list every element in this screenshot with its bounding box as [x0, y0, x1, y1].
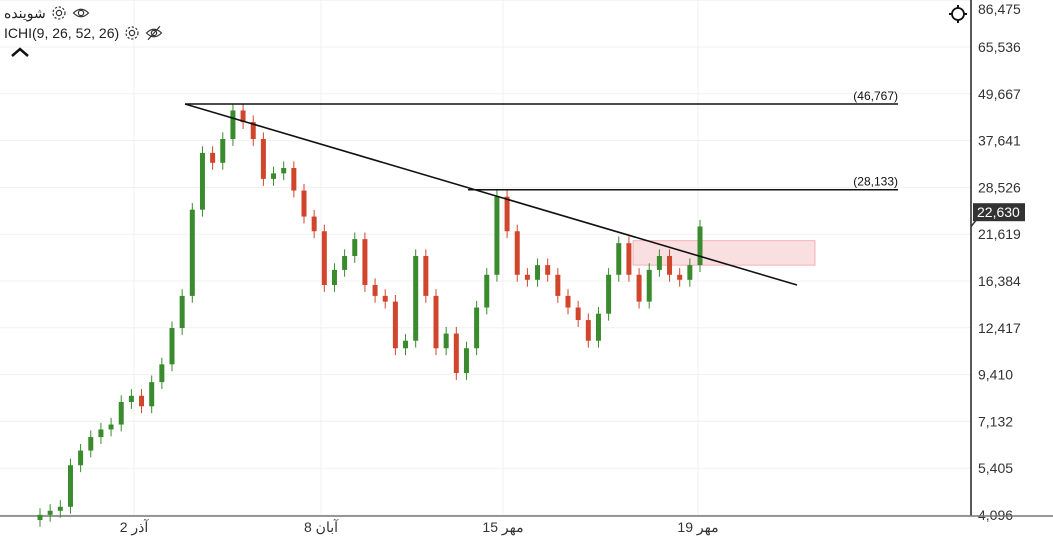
indicator-name: ICHI(9, 26, 52, 26) [4, 25, 120, 41]
indicator-legend: ICHI(9, 26, 52, 26) [4, 24, 163, 42]
candle-body [352, 239, 358, 256]
candle-body [108, 424, 114, 430]
candle-body [616, 243, 622, 275]
candle-body [47, 510, 53, 515]
candle-body [220, 138, 226, 163]
candle-body [37, 514, 43, 520]
y-tick-label: 28,526 [978, 179, 1021, 195]
series-legend: شوینده [4, 4, 90, 22]
candle-body [392, 301, 398, 349]
candle-body [382, 295, 388, 302]
y-tick-label: 5,405 [978, 460, 1013, 476]
y-tick-label: 7,132 [978, 413, 1013, 429]
candle-body [585, 320, 591, 341]
candle-body [677, 274, 683, 280]
candle-body [606, 274, 612, 314]
candle-body [149, 382, 155, 407]
y-tick-label: 86,475 [978, 1, 1021, 17]
candle-body [98, 429, 104, 438]
candle-body [595, 313, 601, 341]
candle-body [189, 209, 195, 296]
candle-body [139, 395, 145, 407]
candle-body [342, 255, 348, 270]
x-tick-label: 8 آبان [304, 518, 339, 535]
candle-body [271, 173, 277, 179]
candle-body [57, 506, 63, 511]
chevron-up-icon[interactable] [10, 46, 30, 58]
candle-body [240, 110, 246, 123]
candle-body [128, 395, 134, 403]
candle-body [250, 122, 256, 139]
candle-body [413, 255, 419, 341]
candle-body [67, 465, 73, 507]
candle-body [301, 190, 307, 217]
candle-body [545, 265, 551, 275]
candle-body [199, 152, 205, 210]
candle-body [524, 274, 530, 280]
settings-gear-icon[interactable] [123, 24, 141, 42]
candle-body [453, 333, 459, 373]
candle-body [372, 285, 378, 296]
candle-body [667, 255, 673, 275]
candle-body [78, 450, 84, 466]
level-label: (28,133) [853, 175, 898, 189]
candle-body [403, 340, 409, 349]
candle-body [626, 243, 632, 275]
candle-body [433, 295, 439, 349]
candle-body [514, 231, 520, 275]
candle-body [636, 274, 642, 302]
candle-body [331, 269, 337, 286]
candle-body [646, 269, 652, 302]
candle-body [565, 295, 571, 308]
candle-body [291, 168, 297, 191]
y-tick-label: 12,417 [978, 320, 1021, 336]
candle-body [230, 110, 236, 139]
crosshair-icon[interactable] [948, 4, 968, 24]
eye-icon[interactable] [72, 4, 90, 22]
eye-off-icon[interactable] [145, 24, 163, 42]
candle-body [697, 226, 703, 266]
candle-body [494, 196, 500, 275]
last-price-label: 22,630 [977, 204, 1020, 220]
x-tick-label: 15 مهر [482, 519, 523, 536]
settings-gear-icon[interactable] [50, 4, 68, 22]
x-tick-label: 19 مهر [677, 519, 718, 536]
y-tick-label: 65,536 [978, 39, 1021, 55]
candle-body [575, 307, 581, 321]
candle-body [88, 437, 94, 451]
candle-body [210, 152, 216, 163]
candle-body [474, 307, 480, 349]
candle-body [159, 364, 165, 383]
y-tick-label: 37,641 [978, 133, 1021, 149]
candle-body [118, 402, 124, 425]
y-tick-label: 9,410 [978, 367, 1013, 383]
candle-body [484, 274, 490, 308]
candle-body [169, 328, 175, 365]
y-tick-label: 21,619 [978, 226, 1021, 242]
y-tick-label: 16,384 [978, 273, 1021, 289]
x-tick-label: 2 آذر [120, 518, 150, 536]
series-name: شوینده [4, 4, 46, 21]
y-tick-label: 49,667 [978, 86, 1021, 102]
candle-body [504, 196, 510, 232]
candle-body [260, 138, 266, 179]
candle-body [362, 239, 368, 286]
candle-body [555, 274, 561, 296]
last-price-tag [973, 203, 1025, 222]
candle-body [535, 265, 541, 280]
trendline [184, 103, 798, 286]
candle-body [321, 231, 327, 286]
y-tick-label: 4,096 [978, 507, 1013, 523]
candle-body [463, 348, 469, 373]
candle-body [423, 255, 429, 296]
candle-body [687, 265, 693, 280]
candle-body [179, 295, 185, 329]
candle-body [443, 333, 449, 349]
candle-body [281, 168, 287, 174]
candle-body [656, 255, 662, 270]
candle-body [311, 216, 317, 232]
level-label: (46,767) [853, 89, 898, 103]
